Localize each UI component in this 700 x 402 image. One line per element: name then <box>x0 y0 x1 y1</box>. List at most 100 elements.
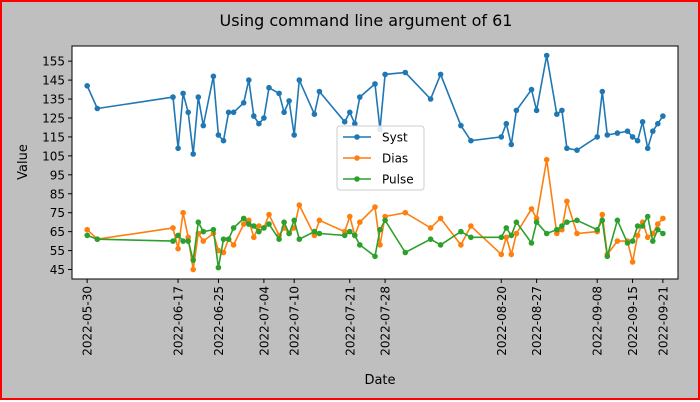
data-point-syst <box>190 151 196 157</box>
y-tick-label: 85 <box>50 187 65 201</box>
data-point-dias <box>564 198 570 205</box>
data-point-dias <box>296 202 303 208</box>
data-point-pulse <box>251 223 257 229</box>
data-point-dias <box>498 251 505 258</box>
data-point-pulse <box>533 219 540 225</box>
data-point-pulse <box>508 232 515 239</box>
data-point-dias <box>402 209 409 216</box>
data-point-pulse <box>503 225 510 231</box>
data-point-dias <box>190 266 196 273</box>
data-point-syst <box>382 71 388 78</box>
data-point-syst <box>644 145 651 152</box>
data-point-pulse <box>372 253 378 260</box>
x-axis-label: Date <box>364 373 395 388</box>
data-point-pulse <box>639 223 646 229</box>
data-point-pulse <box>195 219 202 225</box>
data-point-syst <box>357 94 363 100</box>
y-axis-label: Value <box>16 144 31 180</box>
data-point-dias <box>230 242 237 248</box>
data-point-pulse <box>574 217 580 224</box>
data-point-dias <box>347 213 353 220</box>
x-tick-label: 2022-07-21 <box>343 286 357 356</box>
data-point-syst <box>639 119 646 125</box>
x-tick-label: 2022-07-10 <box>288 286 302 356</box>
data-point-syst <box>261 115 267 121</box>
data-point-dias <box>468 223 474 229</box>
legend-swatch-marker <box>354 134 360 140</box>
data-point-pulse <box>660 230 666 237</box>
data-point-pulse <box>357 242 363 248</box>
data-point-syst <box>614 130 621 136</box>
y-tick-label: 55 <box>50 244 65 258</box>
data-point-dias <box>316 217 323 224</box>
data-point-syst <box>528 86 535 93</box>
y-tick-label: 155 <box>42 55 65 69</box>
x-tick-label: 2022-07-04 <box>257 286 271 356</box>
legend-label: Syst <box>382 131 408 145</box>
y-tick-label: 115 <box>42 130 65 144</box>
data-point-syst <box>604 132 611 138</box>
data-point-syst <box>94 105 101 112</box>
data-point-pulse <box>655 226 661 233</box>
data-point-pulse <box>225 236 232 242</box>
data-point-dias <box>543 156 550 163</box>
data-point-pulse <box>286 230 292 237</box>
data-point-pulse <box>564 219 570 225</box>
data-point-pulse <box>266 221 272 227</box>
data-point-pulse <box>513 219 520 225</box>
data-point-dias <box>180 209 186 216</box>
data-point-syst <box>225 109 232 116</box>
data-point-pulse <box>210 226 217 233</box>
data-point-syst <box>655 120 661 127</box>
data-point-syst <box>296 77 303 83</box>
data-point-syst <box>281 109 287 116</box>
data-point-syst <box>599 88 606 95</box>
x-axis-ticks: 2022-05-30 2022-06-17 2022-06-25 2022-07-04… <box>81 279 670 356</box>
data-point-pulse <box>291 217 298 224</box>
data-point-syst <box>624 128 631 134</box>
x-tick-label: 2022-07-28 <box>379 286 393 356</box>
legend-swatch-marker <box>354 176 360 182</box>
data-point-syst <box>240 100 247 106</box>
x-tick-label: 2022-09-21 <box>656 286 670 356</box>
data-point-syst <box>266 84 272 91</box>
data-point-pulse <box>604 253 611 260</box>
data-point-pulse <box>347 228 353 235</box>
x-tick-label: 2022-06-25 <box>212 286 226 356</box>
data-point-syst <box>650 128 656 134</box>
chart-title: Using command line argument of 61 <box>220 11 513 30</box>
x-tick-label: 2022-09-08 <box>591 286 605 356</box>
legend-label: Pulse <box>382 173 414 187</box>
data-point-dias <box>513 230 520 237</box>
data-point-pulse <box>599 217 606 224</box>
data-point-syst <box>170 94 176 100</box>
y-tick-label: 75 <box>50 206 65 220</box>
data-point-dias <box>240 221 247 227</box>
data-point-pulse <box>281 219 287 225</box>
data-point-pulse <box>624 240 631 246</box>
data-point-pulse <box>175 232 181 239</box>
data-point-pulse <box>296 236 303 242</box>
y-axis-ticks: 45 55 65 75 85 95 105 115 125 135 145 155 <box>42 55 72 277</box>
y-tick-label: 65 <box>50 225 65 239</box>
data-point-dias <box>634 232 641 239</box>
data-point-pulse <box>246 221 252 227</box>
data-point-syst <box>347 109 353 116</box>
data-point-syst <box>498 134 505 140</box>
series-layer <box>84 52 666 273</box>
data-point-pulse <box>84 232 90 239</box>
data-point-pulse <box>634 223 641 229</box>
data-point-pulse <box>468 234 474 241</box>
data-point-dias <box>508 251 515 258</box>
data-point-pulse <box>402 249 409 256</box>
data-point-pulse <box>276 236 282 242</box>
data-point-syst <box>458 122 464 129</box>
data-point-dias <box>175 245 181 252</box>
data-point-dias <box>660 215 666 222</box>
data-point-pulse <box>180 238 186 244</box>
data-point-syst <box>291 132 298 138</box>
legend-swatch-marker <box>354 155 360 161</box>
data-point-pulse <box>437 242 444 248</box>
